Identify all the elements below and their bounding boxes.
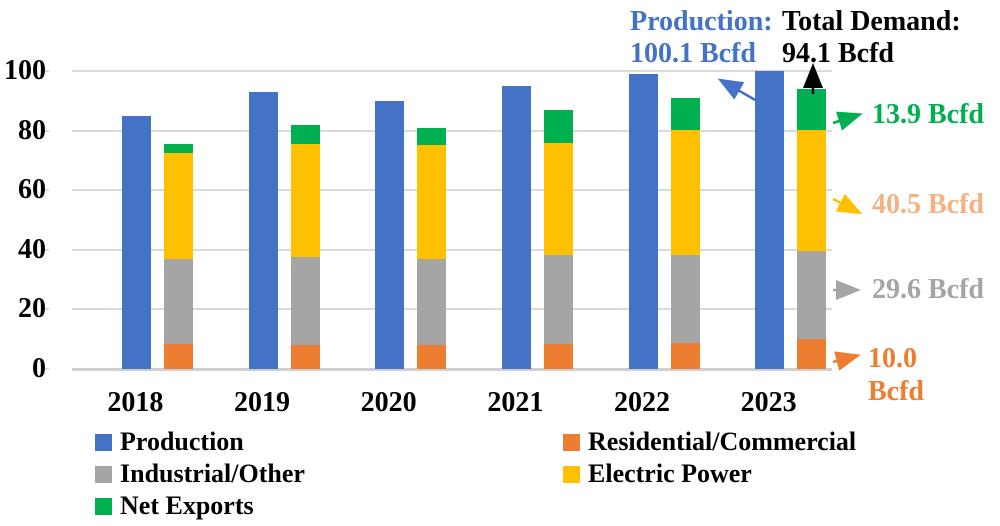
legend-label: Residential/Commercial xyxy=(588,427,857,456)
production-annotation-line2: 100.1 Bcfd xyxy=(630,38,756,69)
segment-residential-commercial-2021 xyxy=(544,343,573,369)
gridline-20 xyxy=(72,308,832,311)
y-axis-tick-40 xyxy=(42,248,49,251)
segment-net-exports-2023 xyxy=(797,88,827,131)
legend-label: Electric Power xyxy=(588,459,752,488)
y-axis-tick-60 xyxy=(42,189,49,192)
bar-production-2018 xyxy=(122,115,151,369)
y-axis-label-20: 20 xyxy=(18,293,46,325)
segment-residential-commercial-2022 xyxy=(670,343,700,369)
segment-net-exports-2019 xyxy=(290,124,320,144)
segment-net-exports-2021 xyxy=(544,110,573,144)
segment-industrial-other-2018 xyxy=(164,259,193,344)
y-axis-tick-100 xyxy=(42,70,49,72)
residential-commercial-value-label: 10.0 Bcfd xyxy=(868,342,924,408)
production-annotation-line1: Production: xyxy=(630,6,773,37)
electric-power-arrow xyxy=(832,193,863,215)
y-axis-label-80: 80 xyxy=(18,114,46,146)
segment-residential-commercial-2018 xyxy=(164,343,193,369)
segment-net-exports-2018 xyxy=(164,144,193,153)
segment-industrial-other-2022 xyxy=(670,254,700,344)
x-axis-label-2020: 2020 xyxy=(360,387,417,418)
total-demand-annotation: Total Demand: 94.1 Bcfd xyxy=(782,6,961,70)
segment-net-exports-2022 xyxy=(670,97,700,130)
x-axis-label-2018: 2018 xyxy=(107,387,164,418)
gridline-40 xyxy=(72,248,832,251)
segment-industrial-other-2020 xyxy=(417,259,447,346)
gridline-100 xyxy=(72,70,832,72)
electric-power-value-label: 40.5 Bcfd xyxy=(872,189,984,220)
segment-electric-power-2019 xyxy=(290,144,320,258)
legend-label: Net Exports xyxy=(120,491,254,520)
legend-swatch-icon xyxy=(95,465,112,483)
gridline-0 xyxy=(72,368,832,371)
legend-label: Production xyxy=(120,427,244,456)
residential-commercial-arrow xyxy=(832,351,861,371)
production-arrow xyxy=(717,78,758,103)
x-axis-label-2019: 2019 xyxy=(233,387,290,418)
bar-production-2020 xyxy=(375,100,405,369)
segment-electric-power-2020 xyxy=(417,145,447,260)
y-axis-tick-80 xyxy=(42,129,49,132)
legend-swatch-icon xyxy=(95,433,112,451)
segment-electric-power-2018 xyxy=(164,152,193,260)
bar-production-2023 xyxy=(755,70,785,369)
segment-electric-power-2021 xyxy=(544,143,573,255)
x-axis-label-2021: 2021 xyxy=(487,387,544,418)
residential-commercial-value-line2: Bcfd xyxy=(868,376,924,407)
net-exports-arrow xyxy=(832,111,863,131)
x-axis-label-2023: 2023 xyxy=(740,387,797,418)
total-demand-annotation-line1: Total Demand: xyxy=(782,6,961,37)
legend-item-electric-power: Electric Power xyxy=(563,459,752,488)
segment-electric-power-2023 xyxy=(797,130,827,251)
legend-swatch-icon xyxy=(563,433,580,451)
legend-item-net-exports: Net Exports xyxy=(95,491,254,520)
bar-production-2021 xyxy=(502,85,531,369)
x-axis-label-2022: 2022 xyxy=(613,387,670,418)
segment-industrial-other-2021 xyxy=(544,254,573,344)
production-annotation: Production: 100.1 Bcfd xyxy=(630,6,773,70)
segment-residential-commercial-2020 xyxy=(417,345,447,369)
y-axis-tick-20 xyxy=(42,308,49,311)
segment-electric-power-2022 xyxy=(670,130,700,255)
industrial-other-value-label: 29.6 Bcfd xyxy=(872,274,984,305)
legend-item-industrial-other: Industrial/Other xyxy=(95,459,305,488)
gridline-60 xyxy=(72,189,832,192)
y-axis-tick-0 xyxy=(42,368,49,370)
bar-production-2019 xyxy=(248,91,278,369)
legend-label: Industrial/Other xyxy=(120,459,305,488)
segment-industrial-other-2019 xyxy=(290,257,320,345)
bar-production-2022 xyxy=(628,73,658,369)
segment-residential-commercial-2023 xyxy=(797,339,827,369)
segment-industrial-other-2023 xyxy=(797,250,827,340)
y-axis-label-40: 40 xyxy=(18,233,46,265)
legend-swatch-icon xyxy=(95,497,112,515)
y-axis-label-100: 100 xyxy=(4,55,46,86)
y-axis-label-60: 60 xyxy=(18,174,46,206)
y-axis-label-0: 0 xyxy=(32,353,46,384)
total-demand-annotation-line2: 94.1 Bcfd xyxy=(782,38,894,69)
gridline-80 xyxy=(72,129,832,132)
legend-swatch-icon xyxy=(563,465,580,483)
net-exports-value-label: 13.9 Bcfd xyxy=(872,99,984,130)
legend-item-production: Production xyxy=(95,427,244,456)
segment-residential-commercial-2019 xyxy=(290,344,320,369)
segment-net-exports-2020 xyxy=(417,127,447,146)
residential-commercial-value-line1: 10.0 xyxy=(868,343,917,374)
legend-item-residential-commercial: Residential/Commercial xyxy=(563,427,857,456)
